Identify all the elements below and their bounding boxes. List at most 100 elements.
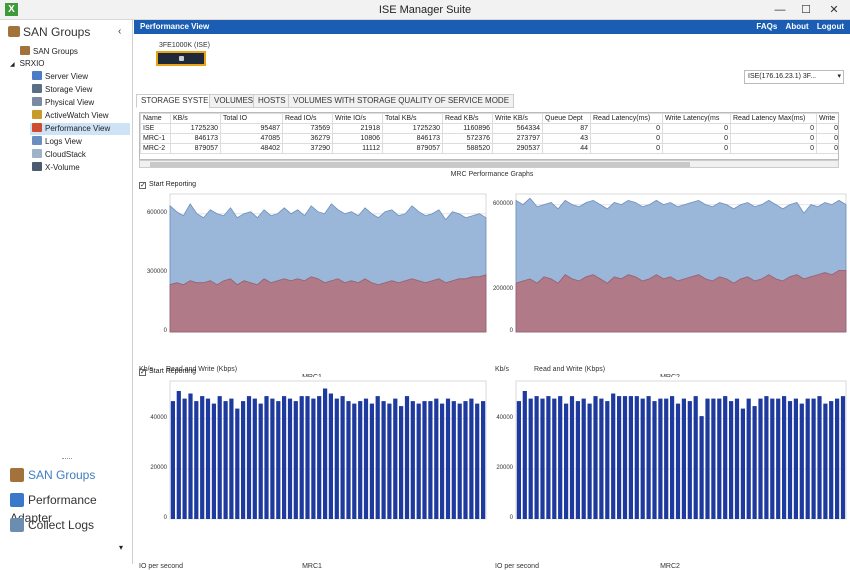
tab-volumes[interactable]: VOLUMES [209,94,259,108]
column-header[interactable]: Write Latency(ms [662,113,731,124]
column-header[interactable]: Read IO/s [282,113,333,124]
bar [534,396,539,519]
minimize-button[interactable]: — [774,4,786,16]
about-link[interactable]: About [785,22,809,31]
column-header[interactable]: Read Latency Max(ms) [730,113,817,124]
checkbox-icon[interactable]: ✓ [139,182,146,189]
ise-tile[interactable] [156,51,206,66]
start-reporting-kb[interactable]: ✓ Start Reporting [139,181,196,189]
column-header[interactable]: Name [140,113,171,124]
table-cell: 95487 [220,123,283,134]
nav-label: SAN Groups [28,468,96,482]
bar [699,416,704,519]
bar [817,396,822,519]
sidebar-menu-arrow-icon[interactable]: ▾ [119,543,124,552]
tree-item-physical-view[interactable]: Physical View [32,97,94,109]
checkbox-icon[interactable]: ✓ [139,369,146,376]
collapse-sidebar-button[interactable]: ‹ [118,26,122,37]
nav-performance-adapter[interactable]: Performance Adapter [10,491,132,525]
performance-adapter-icon [10,493,24,507]
bar [282,396,287,519]
table-row[interactable]: ISE 1725230 95487 73569 21918 1725230 1160896 5… [140,123,838,134]
san-groups-icon [8,26,20,37]
column-header[interactable]: Write IO/s [332,113,383,124]
start-reporting-io[interactable]: ✓ Start Reporting [139,368,196,376]
tree-item-storage-view[interactable]: Storage View [32,84,92,96]
y-tick-label: 0 [163,515,167,521]
tree-item-server-view[interactable]: Server View [32,71,88,83]
table-cell: 273797 [492,133,543,144]
tree-item-label: X-Volume [45,163,80,172]
bar [305,396,310,519]
table-cell: 572376 [442,133,493,144]
nav-san-groups[interactable]: SAN Groups [10,466,95,484]
ise-selector[interactable]: ISE(176.16.23.1) 3F... ▾ [744,70,844,84]
maximize-button[interactable]: ☐ [801,4,811,16]
bar [670,396,675,519]
bar [393,398,398,519]
chart-svg [169,193,487,333]
column-header[interactable]: Read KB/s [442,113,493,124]
tree-item-srxio[interactable]: ◢ SRXIO [10,58,45,70]
window-title: ISE Manager Suite [378,4,472,16]
column-header[interactable]: KB/s [170,113,221,124]
column-header[interactable]: Total KB/s [382,113,443,124]
tab-volumes-qos[interactable]: VOLUMES WITH STORAGE QUALITY OF SERVICE … [288,94,515,108]
checkbox-label: Start Reporting [149,368,197,375]
bar [200,396,205,519]
expander-icon[interactable]: ◢ [10,62,15,68]
bar [293,401,298,519]
bar [546,396,551,519]
close-button[interactable]: ✕ [829,4,839,16]
io-chart-mrc2: 40000 20000 0 IO per second MRC2 [490,377,850,570]
table-cell: 0 [816,123,838,134]
bar [658,398,663,519]
bar [223,401,228,519]
column-header[interactable]: Queue Dept [542,113,591,124]
column-header[interactable]: Read Latency(ms) [590,113,663,124]
faqs-link[interactable]: FAQs [756,22,778,31]
title-bar: X ISE Manager Suite — ☐ ✕ [0,0,850,20]
table-cell: 21918 [332,123,383,134]
bar [840,396,846,519]
bar [445,398,451,519]
table-row[interactable]: MRC-2 879057 48402 37290 11112 879057 588520 29… [140,143,838,154]
series-area-read [515,270,847,333]
nav-collect-logs[interactable]: Collect Logs [10,516,94,534]
bar [440,403,445,519]
graphs-title: MRC Performance Graphs [450,171,534,178]
bar [611,393,616,519]
splitter-grip[interactable] [62,458,72,460]
table-cell: ISE [140,123,171,134]
tab-storage-system[interactable]: STORAGE SYSTEM [136,94,221,108]
column-header[interactable]: Write [816,113,838,124]
tree-item-activewatch-view[interactable]: ActiveWatch View [32,110,109,122]
bar [805,398,810,519]
table-cell: 44 [542,143,591,154]
y-tick-label: 200000 [492,285,513,292]
tree-item-performance-view[interactable]: Performance View [30,123,130,135]
storage-system-table: Name KB/s Total IO Read IO/s Write IO/s Total… [139,112,839,160]
scrollbar-thumb[interactable] [150,162,690,167]
header-links: FAQs About Logout [750,20,844,34]
table-body: ISE 1725230 95487 73569 21918 1725230 1160896 5… [140,123,838,154]
table-cell: MRC-1 [140,133,171,144]
tree-item-san-groups[interactable]: SAN Groups [20,46,78,58]
table-cell: 0 [590,143,663,154]
bar [564,403,569,519]
bar [399,406,404,519]
logout-link[interactable]: Logout [816,22,844,31]
table-row[interactable]: MRC-1 846173 47085 36279 10806 846173 572376 27… [140,133,838,144]
column-header[interactable]: Total IO [220,113,283,124]
table-cell: 73569 [282,123,333,134]
tree-item-x-volume[interactable]: X-Volume [32,162,80,174]
bar [311,398,316,519]
table-cell: 1160896 [442,123,493,134]
tree-item-cloudstack[interactable]: CloudStack [32,149,86,161]
tree-item-logs-view[interactable]: Logs View [32,136,82,148]
series-area-read [169,274,487,333]
tab-hosts[interactable]: HOSTS [253,94,291,108]
chart-title: MRC2 [660,563,680,570]
column-header[interactable]: Write KB/s [492,113,543,124]
bar [587,403,592,519]
